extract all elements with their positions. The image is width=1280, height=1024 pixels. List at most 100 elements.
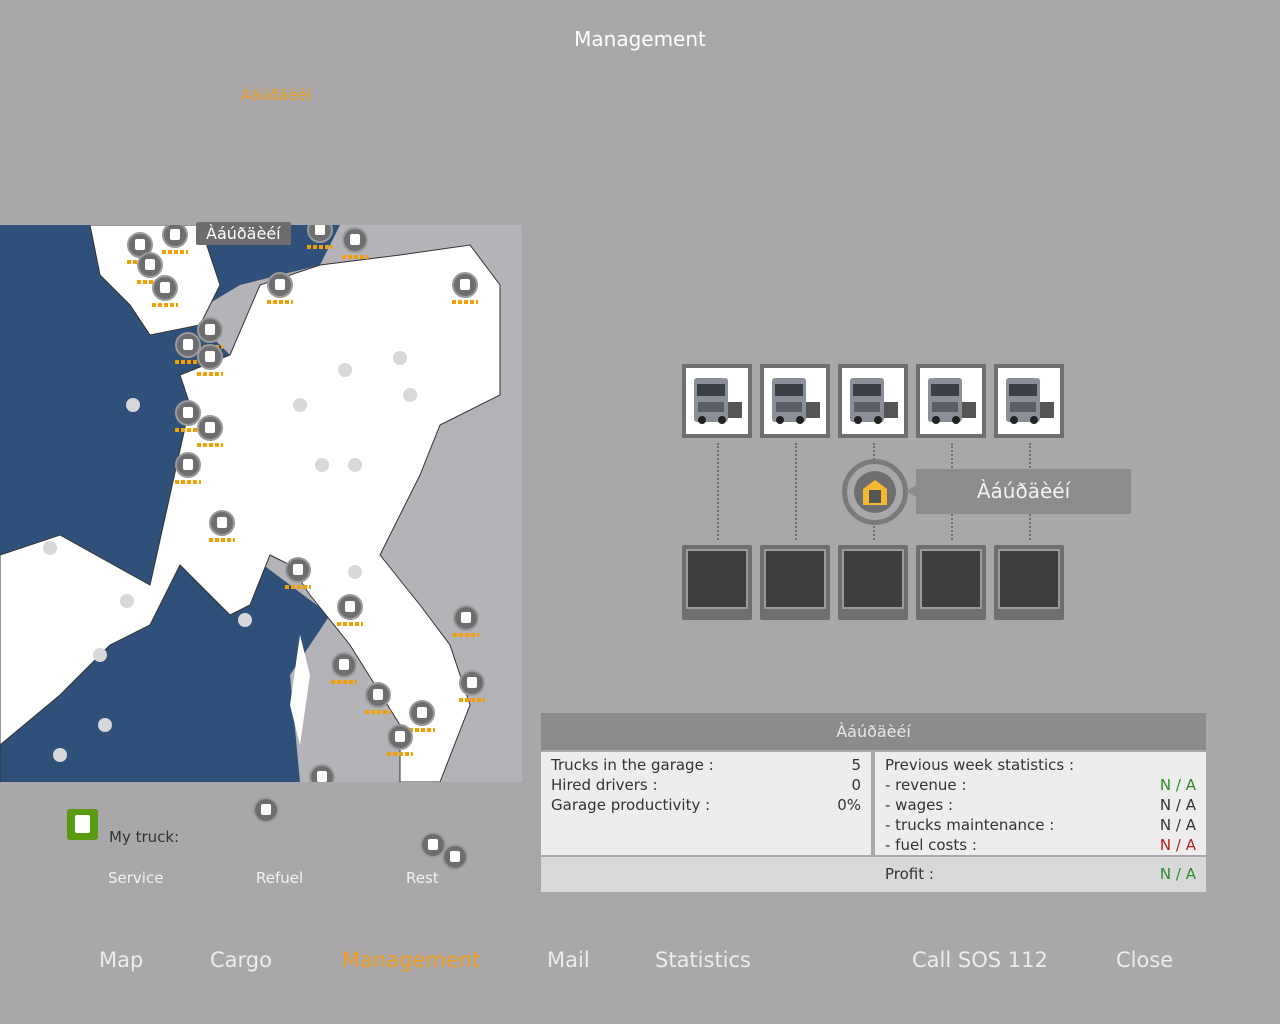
truck-image: [1006, 378, 1054, 424]
truck-stop-marker[interactable]: [337, 594, 363, 620]
garage-name-label: Àáúðäèéí: [241, 86, 311, 104]
truck-stop-marker[interactable]: [387, 724, 413, 750]
city-dot[interactable]: [53, 748, 67, 762]
marker-status-bar: [285, 585, 311, 589]
city-dot[interactable]: [238, 613, 252, 627]
driver-slot-empty[interactable]: [994, 545, 1064, 620]
truck-stop-marker[interactable]: [285, 557, 311, 583]
marker-status-bar: [409, 728, 435, 732]
truck-stop-marker[interactable]: [309, 764, 335, 782]
truck-stop-marker[interactable]: [175, 452, 201, 478]
truck-stop-marker[interactable]: [175, 332, 201, 358]
driver-slot-empty[interactable]: [760, 545, 830, 620]
truck-stop-marker[interactable]: [137, 252, 163, 278]
truck-stop-marker[interactable]: [331, 652, 357, 678]
truck-stop-marker[interactable]: [197, 317, 223, 343]
city-dot[interactable]: [315, 458, 329, 472]
city-dot[interactable]: [348, 458, 362, 472]
map[interactable]: [0, 225, 522, 782]
marker-status-bar: [197, 443, 223, 447]
truck-stop-marker[interactable]: [152, 275, 178, 301]
truck-stop-marker[interactable]: [197, 415, 223, 441]
my-truck-label: My truck:: [109, 828, 180, 846]
marker-status-bar: [267, 300, 293, 304]
truck-stop-marker[interactable]: [307, 225, 333, 243]
city-dot[interactable]: [348, 565, 362, 579]
city-dot[interactable]: [93, 648, 107, 662]
nav-map[interactable]: Map: [99, 948, 144, 972]
marker-status-bar: [175, 480, 201, 484]
marker-status-bar: [365, 710, 391, 714]
truck-stop-marker[interactable]: [342, 227, 368, 253]
marker-status-bar: [452, 300, 478, 304]
truck-stop-marker[interactable]: [197, 344, 223, 370]
city-dot[interactable]: [393, 351, 407, 365]
stat-label: Trucks in the garage :: [551, 756, 714, 774]
truck-stop-marker[interactable]: [459, 670, 485, 696]
stat-value: 5: [851, 756, 861, 774]
truck-stop-marker[interactable]: [409, 700, 435, 726]
city-dot[interactable]: [293, 398, 307, 412]
truck-image: [772, 378, 820, 424]
nav-cargo[interactable]: Cargo: [210, 948, 272, 972]
connector-line: [795, 443, 797, 540]
truck-stop-marker[interactable]: [127, 232, 153, 258]
stat-label: - wages :: [885, 796, 954, 814]
truck-stop-marker[interactable]: [452, 272, 478, 298]
marker-status-bar: [387, 752, 413, 756]
city-dot[interactable]: [338, 363, 352, 377]
garage-name-tag: Àáúðäèéí: [906, 469, 1131, 514]
truck-slot[interactable]: [838, 364, 908, 438]
nav-call-sos[interactable]: Call SOS 112: [912, 948, 1048, 972]
truck-slot[interactable]: [994, 364, 1064, 438]
truck-slot[interactable]: [916, 364, 986, 438]
truck-stop-marker[interactable]: [175, 400, 201, 426]
stat-row: Hired drivers : 0: [551, 775, 861, 795]
service-button[interactable]: Service: [108, 869, 164, 887]
garage-icon[interactable]: [842, 459, 908, 525]
garage-stats: Trucks in the garage : 5 Hired drivers : 0…: [541, 752, 871, 855]
truck-stop-marker[interactable]: [453, 605, 479, 631]
marker-status-bar: [453, 633, 479, 637]
rest-button[interactable]: Rest: [406, 869, 439, 887]
marker-status-bar: [209, 538, 235, 542]
stat-value: N / A: [1159, 836, 1196, 854]
refuel-button[interactable]: Refuel: [256, 869, 304, 887]
truck-slot[interactable]: [682, 364, 752, 438]
marker-status-bar: [152, 303, 178, 307]
nav-mail[interactable]: Mail: [547, 948, 590, 972]
city-dot[interactable]: [43, 541, 57, 555]
driver-slot-empty[interactable]: [838, 545, 908, 620]
driver-slot-empty[interactable]: [682, 545, 752, 620]
stat-label: Hired drivers :: [551, 776, 658, 794]
truck-image: [694, 378, 742, 424]
driver-slot-empty[interactable]: [916, 545, 986, 620]
marker-status-bar: [197, 372, 223, 376]
stat-value: 0%: [837, 796, 861, 814]
city-dot[interactable]: [126, 398, 140, 412]
nav-statistics[interactable]: Statistics: [655, 948, 751, 972]
truck-stop-marker[interactable]: [209, 510, 235, 536]
truck-slot[interactable]: [760, 364, 830, 438]
truck-image: [928, 378, 976, 424]
stat-value: N / A: [1159, 816, 1196, 834]
truck-stop-marker[interactable]: [442, 844, 468, 870]
city-dot[interactable]: [98, 718, 112, 732]
truck-stop-marker[interactable]: [162, 225, 188, 248]
panel-title: Àáúðäèéí: [541, 713, 1206, 750]
truck-stop-marker[interactable]: [420, 832, 446, 858]
marker-status-bar: [162, 250, 188, 254]
weekly-stats: Previous week statistics : - revenue : N …: [875, 752, 1206, 855]
truck-stop-marker[interactable]: [267, 272, 293, 298]
nav-close[interactable]: Close: [1116, 948, 1174, 972]
my-truck-icon[interactable]: [67, 809, 98, 840]
truck-image: [850, 378, 898, 424]
city-dot[interactable]: [403, 388, 417, 402]
marker-status-bar: [337, 622, 363, 626]
truck-stop-marker[interactable]: [253, 797, 279, 823]
truck-stop-marker[interactable]: [365, 682, 391, 708]
marker-status-bar: [137, 280, 163, 284]
weekly-stats-title: Previous week statistics :: [885, 756, 1075, 774]
nav-management[interactable]: Management: [342, 948, 481, 972]
city-dot[interactable]: [120, 594, 134, 608]
